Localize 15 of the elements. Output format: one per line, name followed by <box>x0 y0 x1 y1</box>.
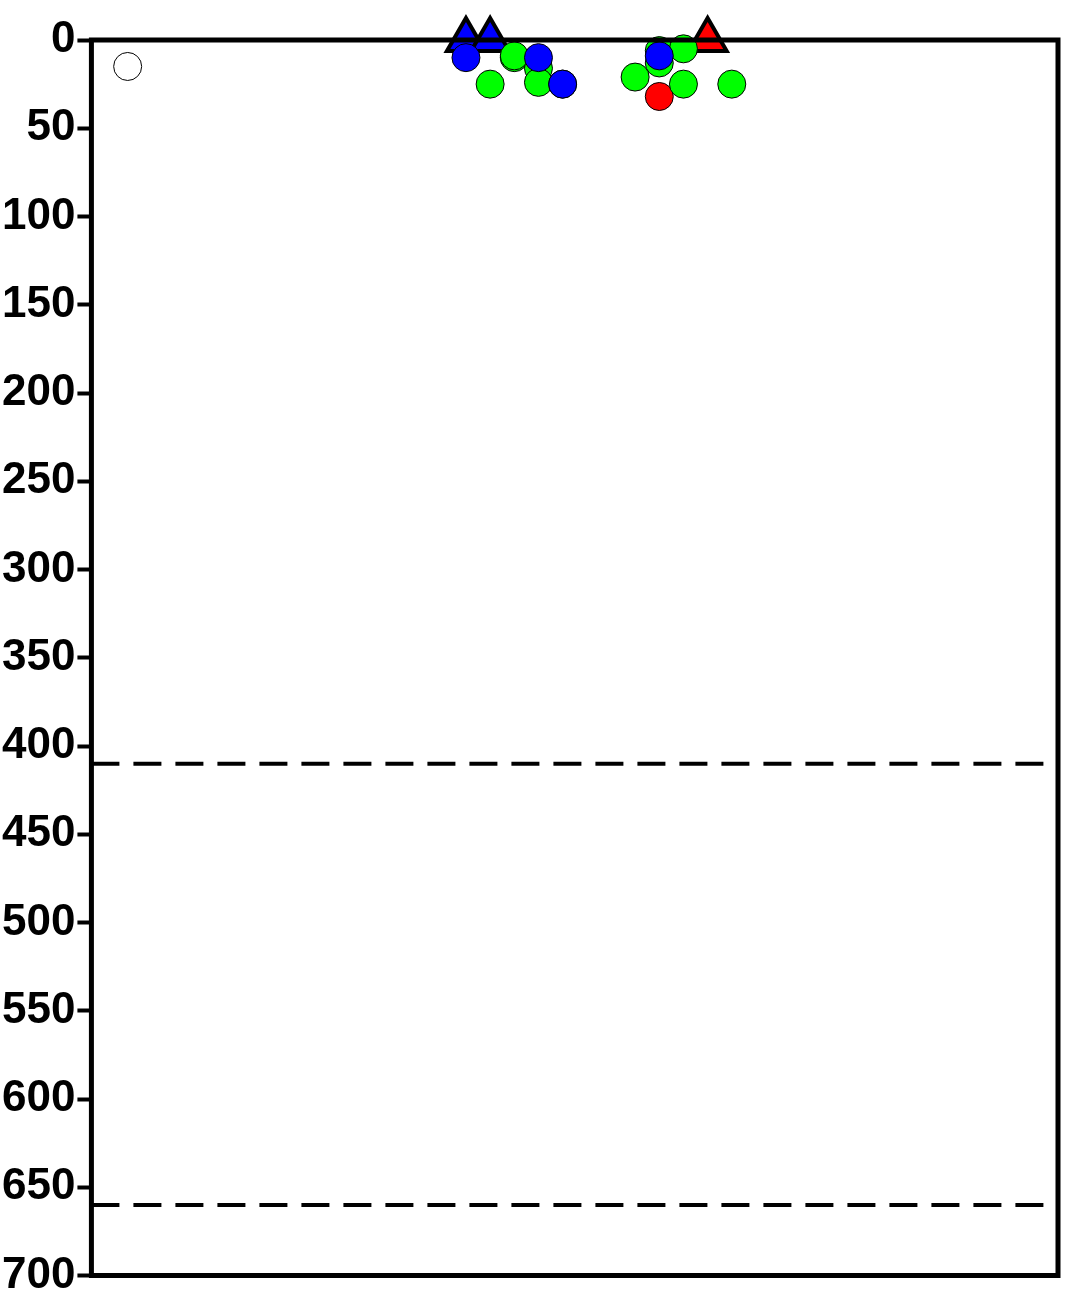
y-tick-label: 550 <box>1 982 76 1032</box>
y-tick-label: 450 <box>1 806 76 856</box>
y-tick-label: 50 <box>26 100 76 150</box>
y-tick-label: 250 <box>1 453 76 503</box>
y-tick-label: 200 <box>1 365 76 415</box>
y-tick-label: 350 <box>1 629 76 679</box>
y-tick-label: 300 <box>1 541 76 591</box>
y-tick-label: 500 <box>1 894 76 944</box>
y-tick-label: 700 <box>1 1247 76 1297</box>
y-tick-label: 150 <box>1 276 76 326</box>
y-tick-label: 650 <box>1 1159 76 1209</box>
y-tick-label: 400 <box>1 718 76 768</box>
y-tick-label: 600 <box>1 1071 76 1121</box>
y-tick-label: 100 <box>1 188 76 238</box>
y-tick-label: 0 <box>50 12 76 62</box>
